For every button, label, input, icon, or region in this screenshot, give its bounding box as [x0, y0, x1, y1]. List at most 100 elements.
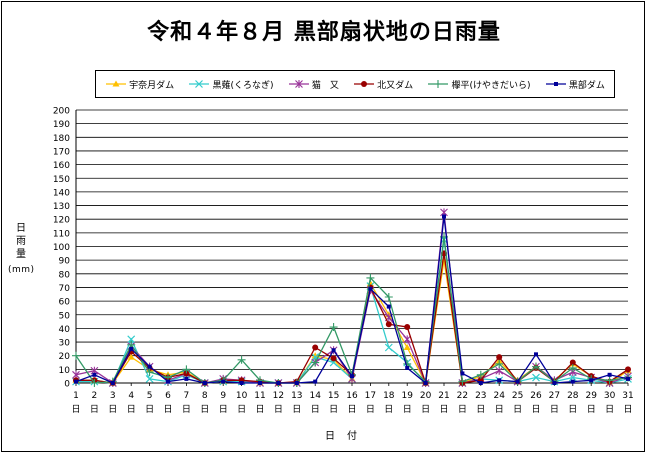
data-point	[626, 376, 630, 381]
data-point	[239, 381, 244, 385]
data-point	[145, 368, 154, 377]
legend-marker	[112, 80, 120, 87]
y-tick-label: 140	[53, 188, 70, 198]
x-tick-label: 25 日	[512, 391, 523, 415]
data-point	[311, 352, 319, 359]
data-point	[258, 381, 262, 385]
y-tick-label: 80	[59, 270, 71, 280]
data-point	[182, 365, 191, 374]
x-tick-label: 27 日	[549, 391, 560, 415]
data-point	[607, 372, 612, 377]
data-point	[311, 358, 320, 367]
chart-title: 令和４年８月 黒部扇状地の日雨量	[147, 20, 501, 45]
data-point	[331, 348, 336, 353]
x-tick-label: 21 日	[438, 391, 449, 415]
legend-marker	[361, 81, 368, 87]
data-point	[476, 370, 485, 379]
data-point	[385, 321, 392, 328]
data-point	[72, 351, 80, 360]
y-tick-label: 30	[59, 339, 71, 349]
data-point	[127, 353, 135, 360]
data-point	[384, 343, 393, 352]
data-point	[313, 379, 318, 384]
y-tick-label: 60	[59, 298, 71, 308]
y-tick-label: 200	[53, 107, 70, 117]
data-point	[570, 379, 575, 384]
legend-label: 北又ダム	[377, 80, 414, 91]
data-point	[495, 366, 504, 375]
series-line-6	[75, 216, 629, 385]
data-point	[312, 344, 319, 351]
legend-item: 黒部ダム	[545, 78, 605, 91]
data-point	[605, 376, 614, 385]
y-tick-label: 190	[53, 120, 70, 130]
data-point	[568, 363, 577, 372]
y-axis-label: 日雨量	[16, 223, 26, 260]
data-point	[532, 362, 540, 371]
x-tick-label: 12 日	[273, 391, 284, 415]
legend-marker	[294, 80, 303, 88]
data-point	[294, 381, 299, 385]
data-point	[403, 335, 412, 344]
data-point	[495, 359, 504, 368]
data-point	[478, 381, 483, 385]
data-point	[92, 372, 97, 377]
data-point	[384, 293, 393, 302]
legend-item: 北又ダム	[353, 78, 413, 91]
x-tick-label: 11 日	[254, 391, 265, 415]
y-tick-label: 20	[59, 352, 71, 362]
x-tick-label: 26 日	[530, 391, 542, 415]
data-point	[532, 373, 540, 382]
data-point	[368, 286, 373, 291]
data-point	[403, 344, 411, 351]
x-tick-label: 28 日	[567, 391, 579, 415]
legend-swatch	[428, 80, 449, 88]
data-point	[458, 377, 467, 386]
data-point	[552, 381, 557, 385]
x-tick-label: 18 日	[383, 391, 395, 415]
y-tick-label: 40	[59, 325, 71, 335]
x-tick-label: 23 日	[475, 391, 486, 415]
data-point	[329, 323, 338, 332]
y-tick-label: 160	[53, 161, 70, 171]
data-point	[350, 374, 354, 379]
x-tick-label: 16 日	[346, 391, 358, 415]
data-point	[442, 214, 446, 219]
legend-label: 猫 又	[311, 80, 339, 91]
data-point	[534, 352, 538, 357]
x-tick-label: 30 日	[604, 391, 616, 415]
data-point	[625, 366, 631, 373]
legend-item: 宇奈月ダム	[105, 78, 174, 91]
legend-label: 宇奈月ダム	[129, 80, 175, 91]
data-point	[74, 379, 78, 384]
data-point	[127, 335, 136, 344]
y-tick-label: 50	[59, 311, 71, 321]
data-point	[568, 373, 577, 382]
legend-marker	[553, 82, 558, 86]
y-tick-label: 120	[53, 216, 70, 226]
series-line-2	[76, 239, 629, 385]
x-tick-label: 31 日	[622, 391, 633, 415]
legend-swatch	[288, 80, 309, 88]
data-point	[221, 379, 226, 384]
x-tick-label: 20 日	[420, 391, 432, 415]
data-point	[147, 364, 152, 369]
data-point	[145, 374, 154, 383]
y-tick-label: 10	[59, 366, 71, 376]
legend-item: 欅平(けやきだいら)	[427, 78, 531, 91]
legend-label: 黒部ダム	[568, 80, 605, 91]
legend-swatch	[189, 80, 210, 88]
data-point	[183, 370, 190, 377]
legend-swatch	[354, 81, 375, 87]
legend-label: 欅平(けやきだいら)	[451, 80, 531, 91]
y-tick-label: 180	[53, 134, 70, 144]
legend-marker	[195, 80, 204, 88]
legend-swatch	[545, 82, 566, 86]
